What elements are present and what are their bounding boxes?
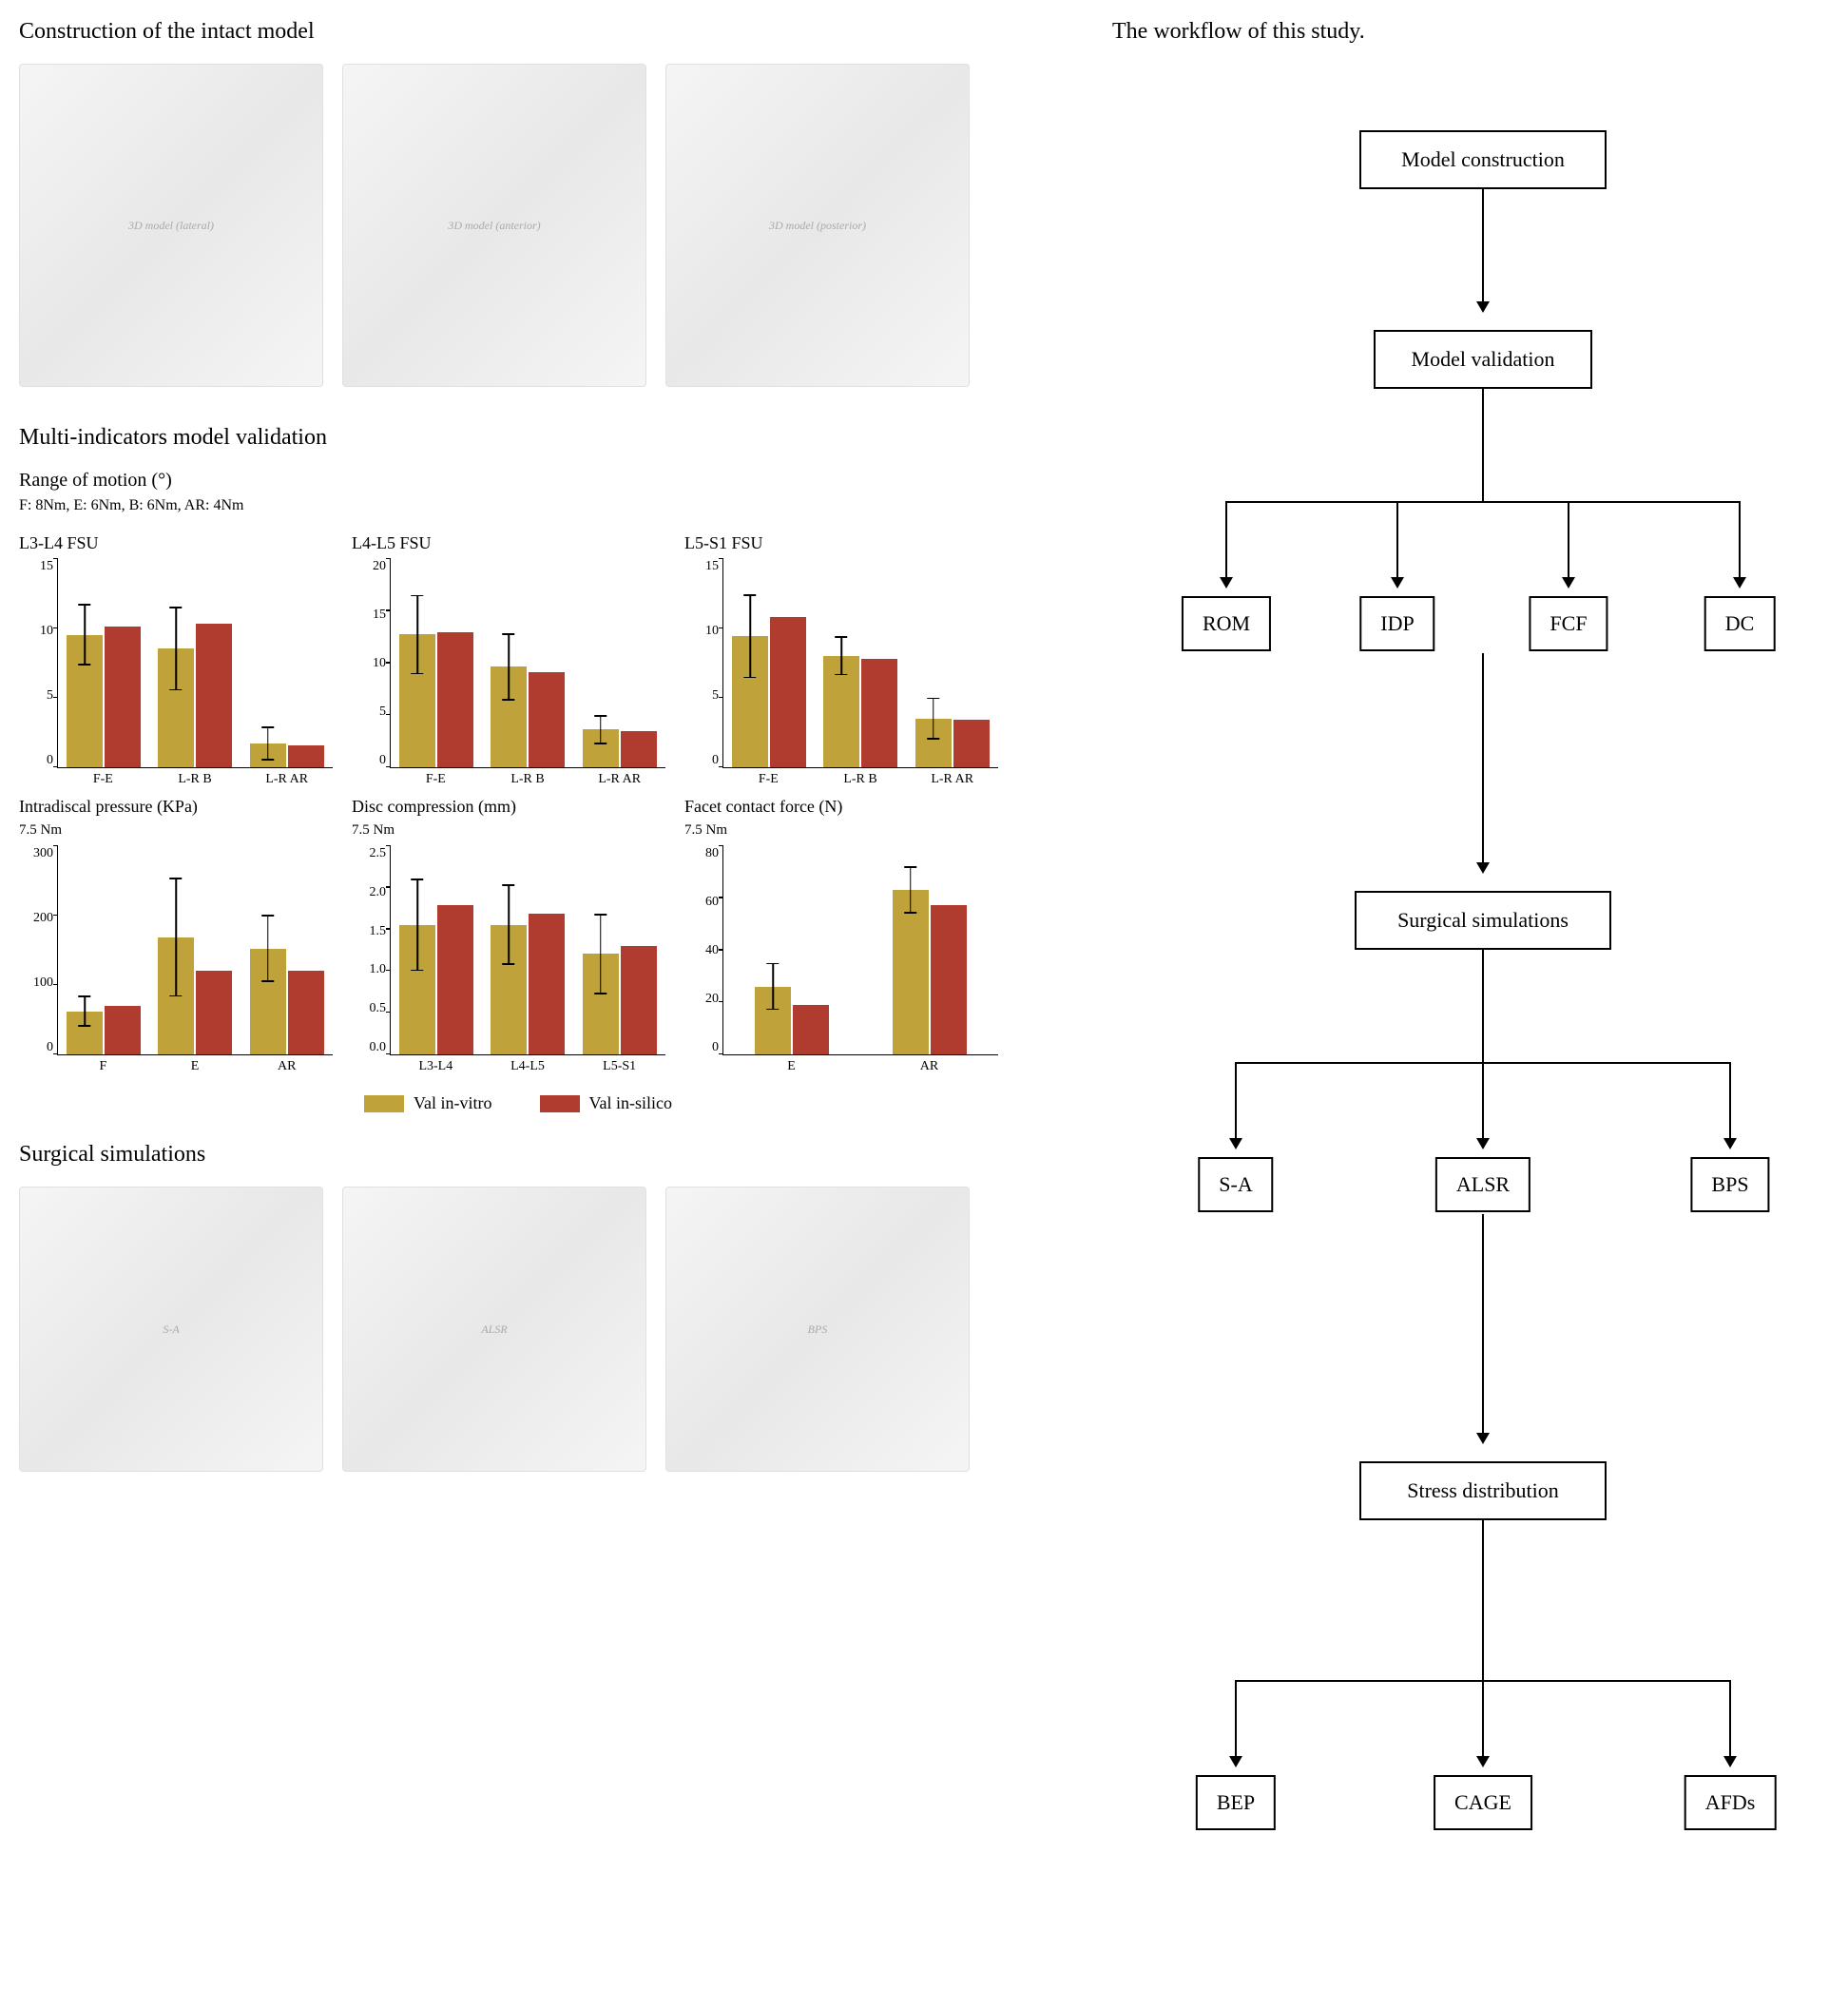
legend-vitro-label: Val in-vitro bbox=[414, 1093, 492, 1113]
chart-legend: Val in-vitro Val in-silico bbox=[19, 1093, 1017, 1113]
bar-chart: L3-L4 FSU051015F-EL-R BL-R AR bbox=[19, 533, 333, 787]
surgical-image-alsr: ALSR bbox=[342, 1187, 646, 1472]
bar-chart: Intradiscal pressure (KPa)7.5 Nm01002003… bbox=[19, 797, 333, 1074]
chart-subtitle: 7.5 Nm bbox=[352, 822, 665, 839]
bar-chart: L4-L5 FSU05101520F-EL-R BL-R AR bbox=[352, 533, 665, 787]
model-image-lateral: 3D model (lateral) bbox=[19, 64, 323, 387]
surgical-image-bps: BPS bbox=[665, 1187, 970, 1472]
bar-chart: L5-S1 FSU051015F-EL-R BL-R AR bbox=[684, 533, 998, 787]
rom-title: Range of motion (°) bbox=[19, 470, 1017, 492]
flow-node-n5: FCF bbox=[1529, 596, 1607, 651]
flow-node-n2: Model validation bbox=[1374, 330, 1592, 389]
construction-title: Construction of the intact model bbox=[19, 19, 1017, 45]
flow-node-n8: S-A bbox=[1198, 1157, 1273, 1212]
flow-node-n1: Model construction bbox=[1359, 130, 1607, 189]
validation-title: Multi-indicators model validation bbox=[19, 425, 1017, 451]
workflow-title: The workflow of this study. bbox=[1112, 19, 1816, 45]
bar-chart: Disc compression (mm)7.5 Nm0.00.51.01.52… bbox=[352, 797, 665, 1074]
bar-chart: Facet contact force (N)7.5 Nm020406080EA… bbox=[684, 797, 998, 1074]
rom-chart-grid: L3-L4 FSU051015F-EL-R BL-R ARL4-L5 FSU05… bbox=[19, 533, 1017, 787]
surgical-image-row: S-A ALSR BPS bbox=[19, 1187, 1017, 1472]
model-image-row: 3D model (lateral) 3D model (anterior) 3… bbox=[19, 64, 1017, 387]
flow-node-n14: AFDs bbox=[1684, 1775, 1777, 1830]
model-image-anterior: 3D model (anterior) bbox=[342, 64, 646, 387]
flow-node-n7: Surgical simulations bbox=[1355, 891, 1611, 950]
flow-node-n4: IDP bbox=[1359, 596, 1434, 651]
legend-silico: Val in-silico bbox=[540, 1093, 673, 1113]
chart-title: Intradiscal pressure (KPa) bbox=[19, 797, 333, 817]
flow-node-n11: Stress distribution bbox=[1359, 1461, 1607, 1520]
other-chart-grid: Intradiscal pressure (KPa)7.5 Nm01002003… bbox=[19, 797, 1017, 1074]
model-image-posterior: 3D model (posterior) bbox=[665, 64, 970, 387]
flow-node-n10: BPS bbox=[1690, 1157, 1769, 1212]
chart-title: L3-L4 FSU bbox=[19, 533, 333, 553]
surgical-title: Surgical simulations bbox=[19, 1142, 1017, 1168]
legend-vitro: Val in-vitro bbox=[364, 1093, 492, 1113]
legend-silico-label: Val in-silico bbox=[589, 1093, 673, 1113]
flow-node-n6: DC bbox=[1704, 596, 1776, 651]
chart-title: L5-S1 FSU bbox=[684, 533, 998, 553]
chart-title: L4-L5 FSU bbox=[352, 533, 665, 553]
chart-subtitle: 7.5 Nm bbox=[19, 822, 333, 839]
chart-title: Facet contact force (N) bbox=[684, 797, 998, 817]
swatch-silico bbox=[540, 1095, 580, 1112]
surgical-image-sa: S-A bbox=[19, 1187, 323, 1472]
rom-note: F: 8Nm, E: 6Nm, B: 6Nm, AR: 4Nm bbox=[19, 497, 1017, 514]
chart-title: Disc compression (mm) bbox=[352, 797, 665, 817]
flow-node-n9: ALSR bbox=[1435, 1157, 1530, 1212]
chart-subtitle: 7.5 Nm bbox=[684, 822, 998, 839]
workflow-flowchart: Model construction Model validation ROM IDP… bbox=[1112, 64, 1816, 1927]
swatch-vitro bbox=[364, 1095, 404, 1112]
flow-node-n13: CAGE bbox=[1434, 1775, 1532, 1830]
flow-node-n12: BEP bbox=[1196, 1775, 1276, 1830]
flow-node-n3: ROM bbox=[1182, 596, 1271, 651]
